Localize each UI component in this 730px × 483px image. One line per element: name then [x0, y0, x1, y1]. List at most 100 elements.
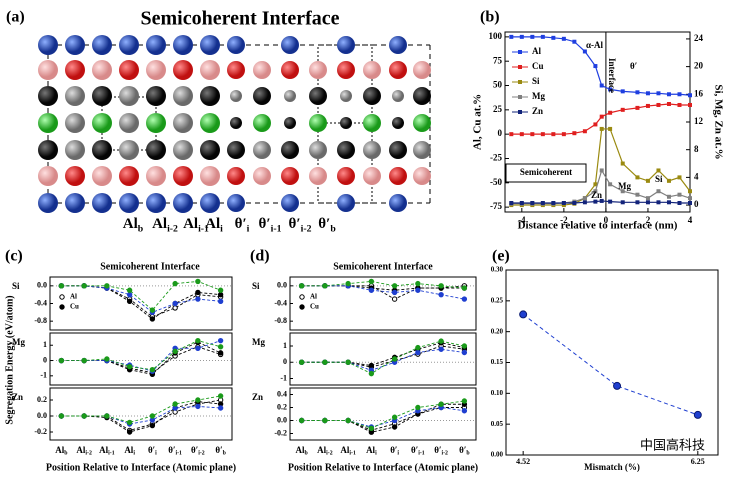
label-sub: i-2: [441, 451, 448, 457]
point: [677, 201, 682, 205]
label-sub: i-1: [108, 451, 115, 457]
atom: [173, 166, 193, 186]
y-tick-label: 0.15: [491, 358, 504, 366]
point: [368, 425, 375, 431]
label-base: θ′: [259, 216, 271, 232]
y-tick-label: 75: [493, 55, 503, 65]
point: [195, 403, 201, 410]
atom: [119, 193, 139, 213]
label-base: θ′: [434, 445, 441, 455]
point: [438, 401, 444, 407]
point: [345, 359, 351, 365]
atom: [146, 193, 166, 213]
label-sub: i: [375, 451, 377, 457]
atom: [146, 166, 166, 186]
annotation: Mg: [618, 181, 631, 191]
x-tick-label: Ali: [124, 445, 135, 457]
atom: [200, 140, 220, 160]
label-base: Al: [99, 445, 108, 455]
annotation: Zn: [591, 190, 602, 200]
point: [620, 161, 625, 166]
y2-tick-label: 12: [694, 116, 704, 126]
atom: [92, 60, 112, 80]
subplot-frame: [289, 332, 477, 386]
subplot-label: Zn: [12, 392, 23, 402]
y2-tick-label: 0: [694, 199, 699, 209]
y-tick-label: 0.30: [491, 266, 504, 274]
point: [461, 296, 468, 302]
point: [415, 349, 421, 356]
label-sub: b: [64, 451, 68, 457]
point: [688, 102, 692, 107]
x-tick-label: Ali-2: [317, 445, 333, 457]
atom: [309, 87, 327, 105]
y-tick-label: -1: [40, 371, 47, 380]
point: [438, 291, 444, 298]
atom: [92, 86, 112, 106]
atom: [253, 114, 271, 132]
atom: [173, 140, 193, 160]
atom: [227, 141, 245, 159]
point: [149, 422, 156, 429]
atom: [227, 61, 245, 79]
legend-label: Zn: [532, 106, 543, 116]
label-sub: i: [133, 451, 135, 457]
point: [126, 291, 133, 298]
atom: [65, 86, 85, 106]
subplot-label: Zn: [252, 392, 263, 402]
point: [126, 429, 133, 435]
y-tick-label: 0.00: [491, 451, 504, 459]
x-tick-label: 6.25: [691, 457, 705, 466]
label-sub: i-2: [198, 451, 205, 457]
point: [368, 287, 375, 293]
y-tick-label: 0.0: [37, 281, 47, 290]
point: [582, 129, 587, 134]
subplot-frame: [49, 387, 233, 441]
atom: [92, 193, 112, 213]
atom: [38, 193, 58, 213]
chart-title: Semicoherent Interface: [100, 261, 200, 272]
atom: [65, 60, 85, 80]
atom: [146, 86, 166, 106]
point: [126, 298, 133, 304]
point: [608, 199, 613, 204]
layer-label: Ali-2: [152, 216, 178, 234]
y-tick-label: 0.2: [37, 395, 47, 404]
annotation: Interface: [607, 58, 617, 93]
annotation: Semicoherent: [520, 167, 572, 177]
atom: [65, 140, 85, 160]
label-base: Al: [55, 445, 64, 455]
point: [666, 200, 671, 205]
legend-marker: [299, 304, 305, 310]
atom: [389, 61, 407, 79]
point: [620, 200, 625, 205]
label-sub: b: [138, 224, 144, 235]
point: [582, 196, 587, 201]
point: [608, 182, 613, 187]
legend-label: Cu: [532, 61, 544, 71]
x-axis-label: Mismatch (%): [584, 462, 640, 472]
legend-label: Al: [310, 293, 317, 301]
legend-label: Al: [532, 46, 541, 56]
layer-label: θ′b: [318, 216, 336, 234]
legend-label: Cu: [310, 303, 319, 311]
x-tick-label: 4: [688, 215, 693, 225]
series-line: [301, 340, 465, 375]
point: [391, 296, 398, 302]
atom: [363, 141, 381, 159]
atom: [413, 167, 431, 185]
point: [126, 363, 133, 370]
point: [582, 49, 587, 54]
layer-label: Ali: [205, 216, 223, 234]
point: [693, 410, 702, 419]
series-line: [61, 280, 221, 311]
atom: [227, 36, 245, 54]
x-tick-label: θ′b: [459, 445, 470, 457]
point: [593, 122, 598, 127]
legend-label: Cu: [70, 303, 79, 311]
series-line: [61, 340, 221, 371]
point: [561, 201, 566, 205]
point: [608, 110, 613, 115]
atom: [337, 36, 355, 54]
point: [599, 83, 604, 88]
